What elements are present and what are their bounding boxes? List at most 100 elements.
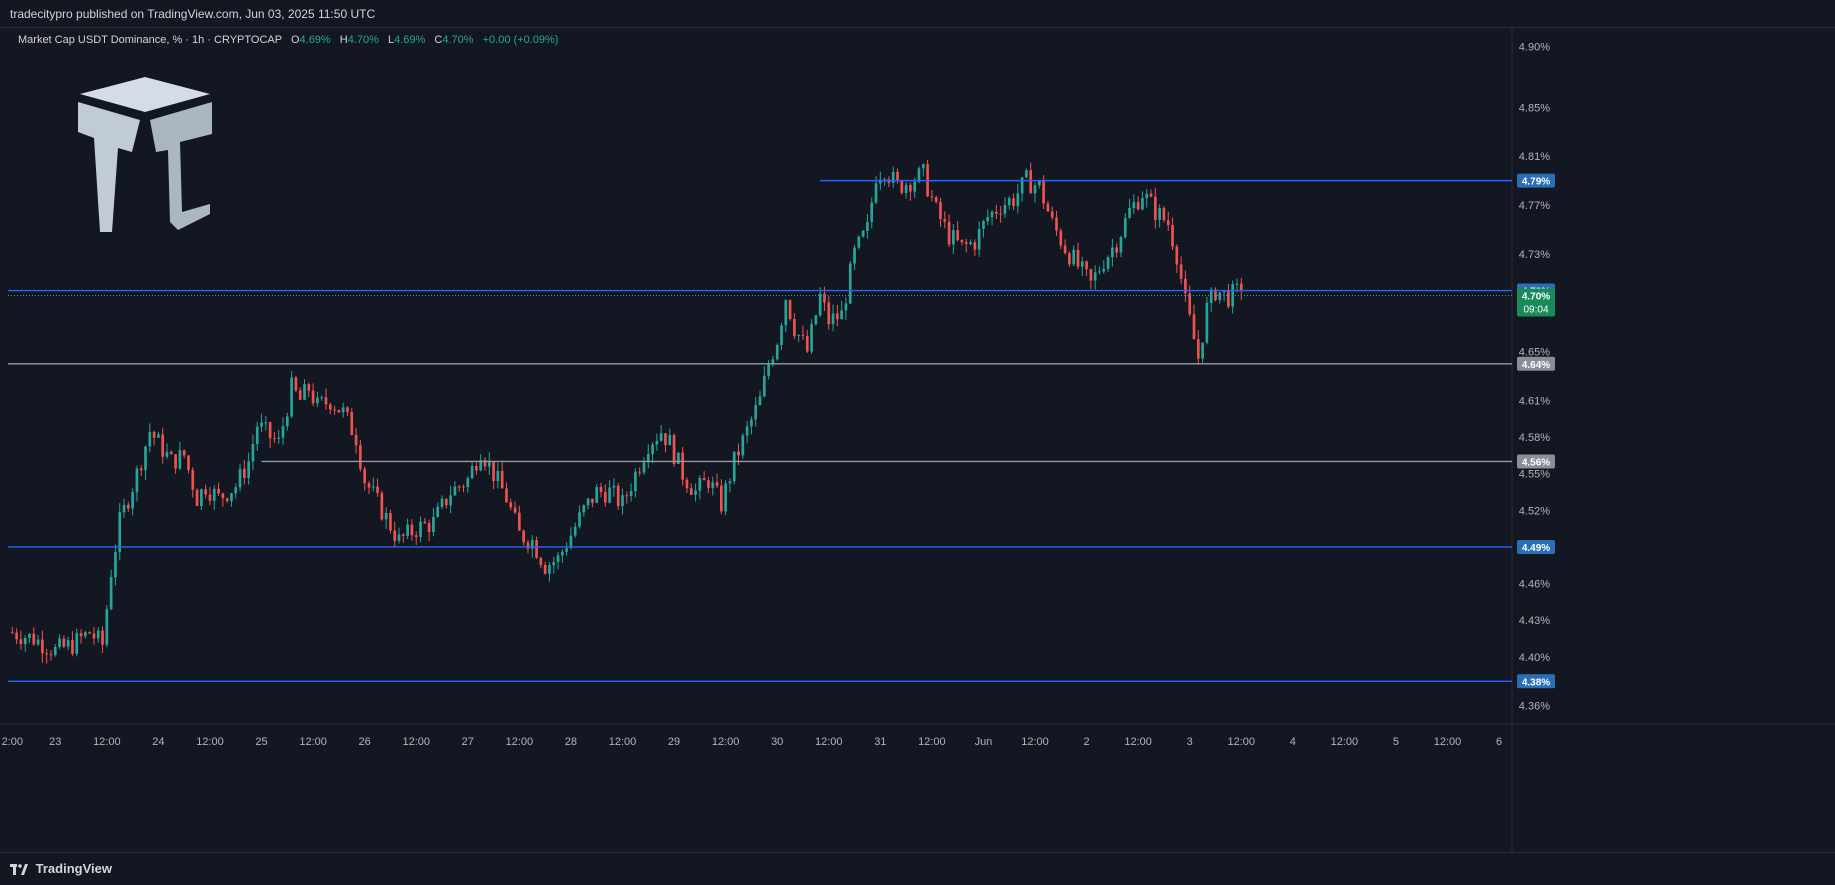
candle-body bbox=[578, 512, 581, 527]
candle-body bbox=[1020, 177, 1024, 194]
candle-body bbox=[870, 202, 874, 222]
candle-body bbox=[221, 493, 225, 499]
candle-body bbox=[311, 390, 315, 404]
candle-body bbox=[41, 639, 44, 654]
x-tick-label: 27 bbox=[462, 736, 474, 748]
candle-body bbox=[801, 335, 805, 337]
candle-body bbox=[1136, 202, 1140, 210]
candle-body bbox=[711, 482, 715, 488]
x-tick-label: 12:00 bbox=[815, 736, 843, 748]
candle-body bbox=[251, 444, 255, 462]
footer-brand[interactable]: TradingView bbox=[35, 861, 112, 876]
candle-body bbox=[771, 359, 775, 365]
candle-body bbox=[496, 470, 500, 481]
candle-body bbox=[341, 407, 345, 413]
x-tick-label: 12:00 bbox=[1228, 736, 1256, 748]
level-price-tag bbox=[1517, 356, 1555, 371]
candle-body bbox=[1025, 170, 1028, 178]
candle-body bbox=[586, 498, 590, 506]
candle-body bbox=[1192, 314, 1196, 340]
candle-body bbox=[921, 164, 925, 169]
candle-body bbox=[449, 495, 452, 506]
candle-body bbox=[1063, 245, 1067, 254]
candle-body bbox=[719, 485, 723, 512]
candle-body bbox=[814, 315, 818, 325]
y-tick-label: 4.81% bbox=[1519, 151, 1550, 163]
price-chart[interactable]: 4.90% 4.85% 4.81% 4.77% 4.73% 4.65% 4.61% 4.58%… bbox=[0, 28, 1835, 852]
candle-body bbox=[969, 242, 972, 244]
y-tick-label: 4.40% bbox=[1519, 652, 1550, 664]
candle-body bbox=[1171, 225, 1174, 247]
x-tick-label: 2 bbox=[1084, 736, 1090, 748]
close-value: 4.70% bbox=[442, 34, 474, 46]
candle-body bbox=[591, 498, 594, 503]
candle-body bbox=[964, 242, 968, 244]
symbol-label[interactable]: Market Cap USDT Dominance, % · 1h · CRYP… bbox=[18, 34, 282, 46]
candle-body bbox=[191, 469, 195, 490]
candle-body bbox=[1205, 302, 1209, 343]
candle-body bbox=[569, 535, 573, 549]
open-key: O bbox=[290, 34, 300, 46]
candle-body bbox=[247, 461, 250, 478]
candle-body bbox=[195, 489, 199, 507]
candle-body bbox=[844, 303, 848, 311]
candle-body bbox=[45, 653, 49, 655]
candle-body bbox=[225, 498, 229, 502]
x-tick-label: 4 bbox=[1290, 736, 1296, 748]
candle-body bbox=[303, 384, 306, 400]
x-tick-label: 12:00 bbox=[1434, 736, 1462, 748]
x-tick-label: 12:00 bbox=[402, 736, 430, 748]
x-tick-label: 12:00 bbox=[299, 736, 327, 748]
candle-body bbox=[32, 633, 36, 645]
candle-body bbox=[75, 633, 79, 654]
candle-body bbox=[423, 521, 427, 524]
candle-body bbox=[582, 505, 586, 513]
candle-body bbox=[118, 512, 122, 552]
candle-body bbox=[470, 466, 474, 479]
candle-body bbox=[363, 468, 366, 484]
candle-body bbox=[410, 524, 414, 536]
x-tick-label: 5 bbox=[1393, 736, 1399, 748]
candle-body bbox=[642, 462, 646, 473]
candle-body bbox=[956, 230, 960, 240]
candle-body bbox=[741, 435, 745, 456]
candle-body bbox=[1154, 196, 1157, 220]
candle-body bbox=[840, 310, 843, 320]
candle-body bbox=[1037, 181, 1041, 186]
x-tick-label: 12:00 bbox=[196, 736, 224, 748]
candle-body bbox=[273, 438, 276, 440]
candle-body bbox=[943, 219, 947, 222]
candle-body bbox=[625, 495, 629, 497]
candle-body bbox=[359, 445, 362, 469]
candle-body bbox=[818, 293, 822, 316]
candle-body bbox=[427, 523, 431, 532]
candle-body bbox=[655, 440, 659, 445]
candle-body bbox=[148, 431, 152, 447]
y-tick-label: 4.52% bbox=[1519, 505, 1550, 517]
candle-body bbox=[827, 302, 831, 325]
candle-body bbox=[144, 446, 147, 471]
candle-body bbox=[337, 409, 341, 413]
candle-body bbox=[599, 487, 603, 493]
candle-body bbox=[333, 409, 336, 411]
candle-body bbox=[762, 375, 766, 397]
candle-body bbox=[384, 513, 388, 520]
candle-body bbox=[414, 535, 418, 537]
candle-body bbox=[487, 461, 491, 467]
x-tick-label: 12:00 bbox=[93, 736, 121, 748]
candle-body bbox=[1239, 283, 1243, 291]
x-tick-label: 12:00 bbox=[1124, 736, 1152, 748]
y-tick-label: 4.73% bbox=[1519, 249, 1550, 261]
candle-body bbox=[96, 630, 100, 639]
candle-body bbox=[62, 638, 66, 647]
candle-body bbox=[440, 498, 444, 507]
candle-body bbox=[105, 609, 109, 645]
candle-body bbox=[406, 524, 409, 536]
level-price-label: 4.64% bbox=[1522, 360, 1550, 371]
candle-body bbox=[109, 577, 113, 610]
candle-body bbox=[58, 638, 61, 647]
candle-body bbox=[1196, 339, 1200, 359]
level-price-tag bbox=[1517, 539, 1555, 554]
tradingview-footer: TradingView bbox=[0, 852, 1835, 884]
open-value: 4.69% bbox=[299, 34, 331, 46]
